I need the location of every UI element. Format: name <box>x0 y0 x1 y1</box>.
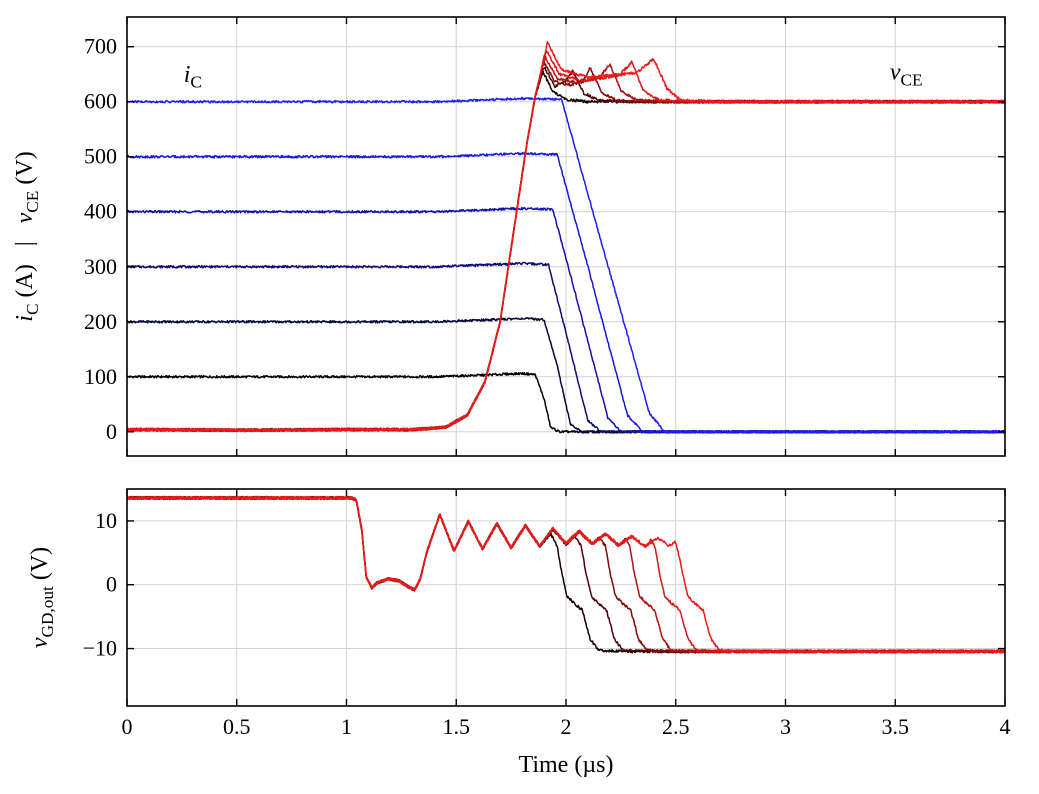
x-tick-label: 0.5 <box>223 714 251 739</box>
curve-vce-600-a <box>127 40 1005 433</box>
x-tick-label: 0 <box>122 714 133 739</box>
x-tick-label: 2.5 <box>662 714 690 739</box>
x-axis-title: Time (µs) <box>518 752 614 778</box>
y-tick-label: 600 <box>84 89 117 114</box>
x-tick-label: 3.5 <box>882 714 910 739</box>
y-tick-label: 400 <box>84 199 117 224</box>
x-tick-label: 1.5 <box>443 714 471 739</box>
x-tick-label: 1 <box>341 714 352 739</box>
y-axis-title: iC (A) | vCE (V) <box>12 151 42 321</box>
x-tick-label: 4 <box>1000 714 1011 739</box>
plot-area <box>127 40 1005 434</box>
y-tick-label: 100 <box>84 364 117 389</box>
annotation: iC <box>184 62 202 92</box>
annotation: vCE <box>890 60 923 90</box>
x-tick-label: 2 <box>561 714 572 739</box>
plot-border <box>126 16 1006 457</box>
y-tick-label: 10 <box>95 508 117 533</box>
y-tick-label: 0 <box>106 572 117 597</box>
y-tick-label: 0 <box>106 419 117 444</box>
y-axis-title: vGD,out (V) <box>27 547 57 648</box>
x-tick-label: 3 <box>780 714 791 739</box>
plot-area <box>127 495 1005 654</box>
y-tick-label: −10 <box>83 636 117 661</box>
y-tick-label: 200 <box>84 309 117 334</box>
curve-vgd-600-a <box>127 495 1005 654</box>
y-tick-label: 500 <box>84 144 117 169</box>
y-tick-label: 300 <box>84 254 117 279</box>
y-tick-label: 700 <box>84 34 117 59</box>
curve-ic-600-a <box>127 96 1005 434</box>
plot-border <box>126 488 1006 707</box>
